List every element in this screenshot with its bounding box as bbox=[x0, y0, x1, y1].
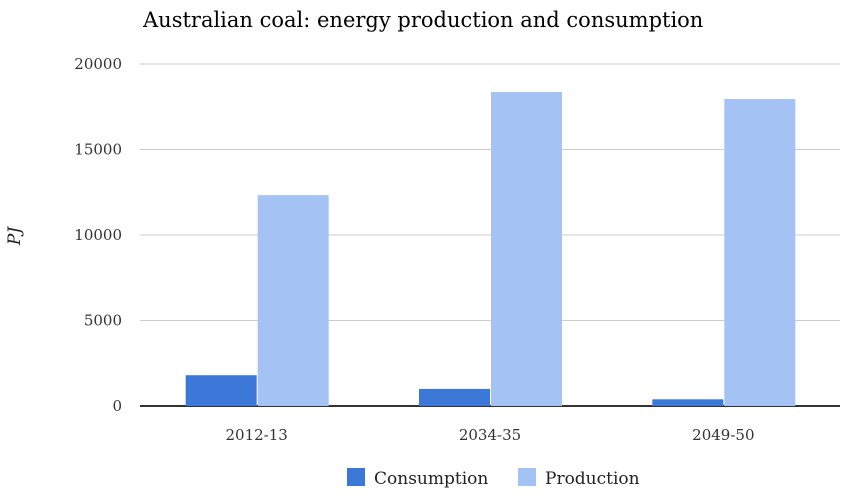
legend-swatch-consumption bbox=[347, 468, 365, 486]
y-tick-label: 20000 bbox=[74, 55, 122, 73]
bar-consumption-2034-35 bbox=[419, 388, 490, 406]
legend-label-consumption: Consumption bbox=[374, 469, 488, 489]
legend-swatch-production bbox=[518, 468, 536, 486]
bar-consumption-2049-50 bbox=[652, 399, 724, 406]
bar-production-2049-50 bbox=[724, 99, 796, 407]
chart-title: Australian coal: energy production and c… bbox=[142, 8, 703, 32]
x-tick-label: 2034-35 bbox=[459, 426, 521, 444]
bar-production-2034-35 bbox=[491, 92, 562, 406]
y-tick-label: 5000 bbox=[84, 312, 122, 330]
y-tick-label: 0 bbox=[112, 397, 122, 415]
bar-consumption-2012-13 bbox=[185, 375, 257, 406]
y-tick-label: 15000 bbox=[74, 141, 122, 159]
y-tick-label: 10000 bbox=[74, 226, 122, 244]
legend-label-production: Production bbox=[545, 469, 640, 489]
x-tick-label: 2049-50 bbox=[692, 426, 754, 444]
x-tick-label: 2012-13 bbox=[225, 426, 287, 444]
y-axis-label: PJ bbox=[5, 226, 25, 246]
bar-production-2012-13 bbox=[257, 195, 329, 406]
